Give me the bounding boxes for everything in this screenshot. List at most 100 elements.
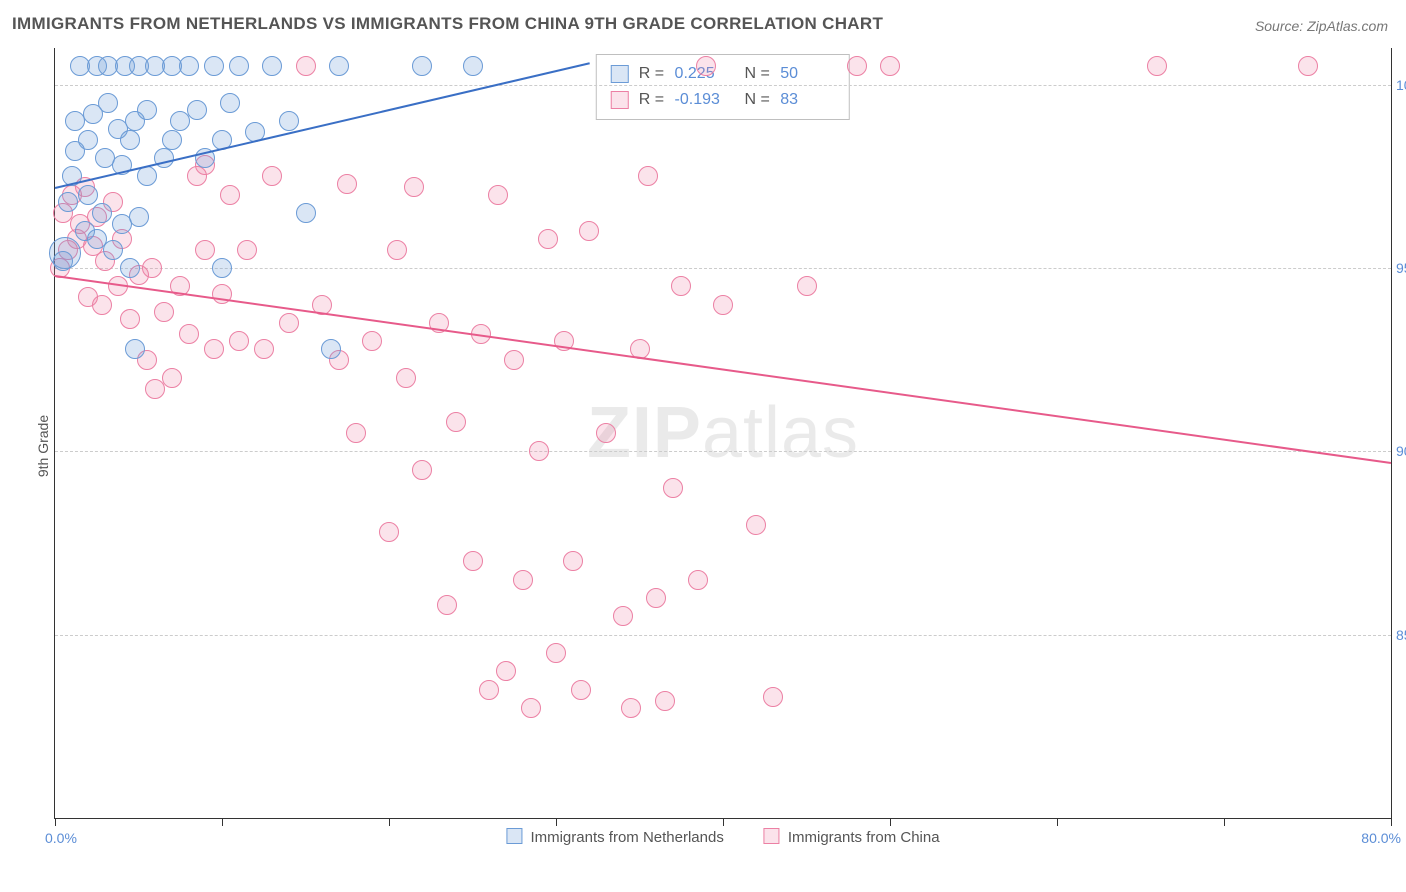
x-tick: [389, 818, 390, 826]
data-point-china: [521, 698, 541, 718]
legend-r-label: R =: [639, 91, 669, 109]
data-point-netherlands: [129, 207, 149, 227]
data-point-china: [655, 691, 675, 711]
data-point-netherlands: [321, 339, 341, 359]
data-point-netherlands: [329, 56, 349, 76]
data-point-china: [229, 331, 249, 351]
correlation-legend: R = 0.225 N = 50 R = -0.193 N = 83: [596, 54, 850, 120]
y-tick-label: 85.0%: [1396, 627, 1406, 643]
data-point-china: [546, 643, 566, 663]
data-point-china: [763, 687, 783, 707]
legend-r-value-china: -0.193: [675, 91, 730, 109]
legend-item-netherlands: Immigrants from Netherlands: [506, 828, 723, 846]
legend-swatch-china-icon: [764, 828, 780, 844]
legend-label-china: Immigrants from China: [788, 829, 940, 846]
data-point-china: [437, 595, 457, 615]
data-point-netherlands: [162, 130, 182, 150]
legend-label-netherlands: Immigrants from Netherlands: [530, 829, 723, 846]
data-point-china: [279, 313, 299, 333]
data-point-china: [379, 522, 399, 542]
data-point-china: [463, 551, 483, 571]
data-point-china: [847, 56, 867, 76]
data-point-netherlands: [220, 93, 240, 113]
data-point-china: [663, 478, 683, 498]
plot-area: ZIPatlas R = 0.225 N = 50 R = -0.193 N =…: [54, 48, 1392, 819]
data-point-china: [488, 185, 508, 205]
chart-title: IMMIGRANTS FROM NETHERLANDS VS IMMIGRANT…: [12, 14, 883, 34]
x-tick: [556, 818, 557, 826]
data-point-netherlands: [137, 166, 157, 186]
gridline-h: [55, 268, 1391, 269]
x-tick: [1391, 818, 1392, 826]
data-point-china: [563, 551, 583, 571]
data-point-netherlands: [65, 111, 85, 131]
data-point-netherlands: [137, 100, 157, 120]
data-point-netherlands: [212, 258, 232, 278]
data-point-china: [646, 588, 666, 608]
data-point-china: [479, 680, 499, 700]
x-tick: [890, 818, 891, 826]
legend-swatch-netherlands: [611, 65, 629, 83]
y-tick-label: 95.0%: [1396, 260, 1406, 276]
data-point-china: [1147, 56, 1167, 76]
legend-r-label: R =: [639, 65, 669, 83]
legend-n-value-china: 83: [780, 91, 835, 109]
data-point-china: [496, 661, 516, 681]
data-point-netherlands: [412, 56, 432, 76]
legend-item-china: Immigrants from China: [764, 828, 940, 846]
data-point-china: [396, 368, 416, 388]
data-point-netherlands: [229, 56, 249, 76]
data-point-china: [613, 606, 633, 626]
y-tick-label: 100.0%: [1396, 77, 1406, 93]
data-point-netherlands: [279, 111, 299, 131]
highlighted-point: [49, 237, 81, 269]
data-point-netherlands: [204, 56, 224, 76]
data-point-china: [346, 423, 366, 443]
legend-swatch-china: [611, 91, 629, 109]
data-point-china: [1298, 56, 1318, 76]
data-point-china: [638, 166, 658, 186]
data-point-netherlands: [262, 56, 282, 76]
data-point-china: [296, 56, 316, 76]
data-point-netherlands: [179, 56, 199, 76]
data-point-china: [362, 331, 382, 351]
data-point-china: [746, 515, 766, 535]
data-point-china: [220, 185, 240, 205]
data-point-china: [387, 240, 407, 260]
data-point-china: [446, 412, 466, 432]
data-point-netherlands: [296, 203, 316, 223]
data-point-china: [142, 258, 162, 278]
data-point-china: [154, 302, 174, 322]
data-point-netherlands: [98, 93, 118, 113]
data-point-china: [262, 166, 282, 186]
x-tick: [723, 818, 724, 826]
watermark: ZIPatlas: [587, 392, 859, 474]
data-point-china: [621, 698, 641, 718]
legend-n-label: N =: [736, 65, 775, 83]
data-point-netherlands: [78, 185, 98, 205]
data-point-china: [596, 423, 616, 443]
data-point-netherlands: [125, 339, 145, 359]
data-point-china: [688, 570, 708, 590]
data-point-china: [696, 56, 716, 76]
data-point-netherlands: [187, 100, 207, 120]
x-tick: [222, 818, 223, 826]
data-point-netherlands: [463, 56, 483, 76]
data-point-china: [880, 56, 900, 76]
gridline-h: [55, 635, 1391, 636]
legend-n-label: N =: [736, 91, 775, 109]
series-legend: Immigrants from Netherlands Immigrants f…: [506, 828, 939, 846]
x-axis-min-label: 0.0%: [45, 830, 77, 846]
x-axis-max-label: 80.0%: [1361, 830, 1401, 846]
data-point-china: [179, 324, 199, 344]
data-point-netherlands: [78, 130, 98, 150]
data-point-netherlands: [120, 258, 140, 278]
data-point-china: [797, 276, 817, 296]
data-point-china: [529, 441, 549, 461]
data-point-china: [254, 339, 274, 359]
y-tick-label: 90.0%: [1396, 443, 1406, 459]
data-point-netherlands: [92, 203, 112, 223]
data-point-china: [120, 309, 140, 329]
data-point-china: [571, 680, 591, 700]
chart-container: IMMIGRANTS FROM NETHERLANDS VS IMMIGRANT…: [0, 0, 1406, 892]
